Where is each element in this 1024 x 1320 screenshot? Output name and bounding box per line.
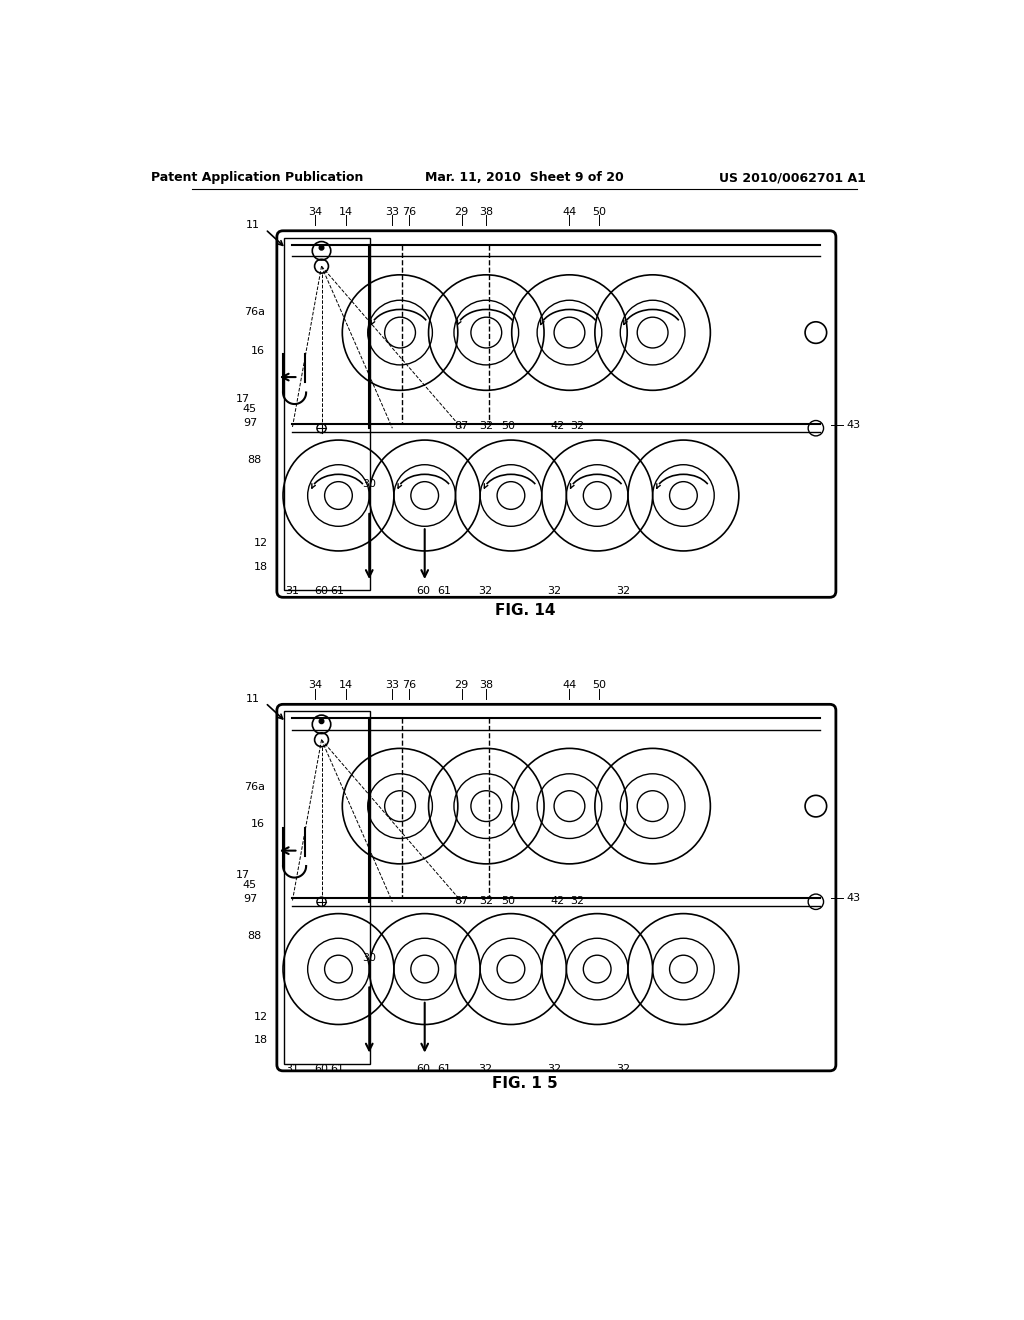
Text: 42: 42 (551, 421, 565, 432)
Text: 43: 43 (847, 894, 861, 903)
Text: 60: 60 (314, 586, 329, 597)
Text: US 2010/0062701 A1: US 2010/0062701 A1 (719, 172, 866, 185)
Text: 30: 30 (362, 479, 376, 488)
Bar (284, 238, 370, 590)
Text: 12: 12 (254, 539, 267, 548)
Text: 42: 42 (551, 896, 565, 907)
Text: 38: 38 (479, 680, 494, 690)
Text: 33: 33 (385, 206, 399, 216)
Text: 29: 29 (455, 680, 469, 690)
Text: 18: 18 (254, 561, 267, 572)
Text: 32: 32 (478, 586, 492, 597)
Text: FIG. 1 5: FIG. 1 5 (492, 1076, 558, 1092)
Text: 31: 31 (286, 586, 299, 597)
Text: 76: 76 (402, 680, 417, 690)
Text: 32: 32 (478, 1064, 492, 1073)
Text: 29: 29 (455, 206, 469, 216)
Text: 45: 45 (242, 404, 256, 414)
Text: 14: 14 (339, 680, 353, 690)
Bar (284, 711, 370, 1064)
Text: 76: 76 (402, 206, 417, 216)
Text: 32: 32 (547, 1064, 561, 1073)
Text: Mar. 11, 2010  Sheet 9 of 20: Mar. 11, 2010 Sheet 9 of 20 (425, 172, 625, 185)
Text: 60: 60 (416, 1064, 430, 1073)
Text: 11: 11 (246, 694, 260, 704)
Text: 76a: 76a (245, 783, 265, 792)
Text: 87: 87 (455, 421, 469, 432)
Text: 32: 32 (570, 421, 585, 432)
Text: 87: 87 (455, 896, 469, 907)
Text: 34: 34 (308, 206, 323, 216)
Text: 61: 61 (437, 1064, 452, 1073)
Text: 50: 50 (592, 680, 606, 690)
Text: 44: 44 (562, 206, 577, 216)
Text: 50: 50 (501, 421, 515, 432)
Text: 17: 17 (236, 870, 250, 879)
Text: 97: 97 (244, 418, 258, 428)
Text: 14: 14 (339, 206, 353, 216)
Text: 11: 11 (246, 220, 260, 231)
Text: 38: 38 (479, 206, 494, 216)
Text: 16: 16 (251, 820, 265, 829)
Text: 32: 32 (616, 1064, 631, 1073)
Circle shape (319, 246, 324, 249)
Text: 61: 61 (330, 586, 344, 597)
Text: 60: 60 (416, 586, 430, 597)
Text: 17: 17 (236, 393, 250, 404)
Text: 32: 32 (616, 586, 631, 597)
Circle shape (319, 719, 324, 723)
Text: 12: 12 (254, 1012, 267, 1022)
Text: 61: 61 (437, 586, 452, 597)
Text: 43: 43 (847, 420, 861, 430)
Text: 32: 32 (479, 421, 494, 432)
Text: 60: 60 (314, 1064, 329, 1073)
Text: 44: 44 (562, 680, 577, 690)
Text: 32: 32 (547, 586, 561, 597)
Text: 32: 32 (570, 896, 585, 907)
Text: 34: 34 (308, 680, 323, 690)
Text: 16: 16 (251, 346, 265, 356)
Text: 18: 18 (254, 1035, 267, 1045)
Text: 33: 33 (385, 680, 399, 690)
Text: 45: 45 (242, 880, 256, 890)
Text: 50: 50 (501, 896, 515, 907)
Text: Patent Application Publication: Patent Application Publication (152, 172, 364, 185)
Text: 50: 50 (592, 206, 606, 216)
Text: FIG. 14: FIG. 14 (495, 603, 555, 618)
Text: 88: 88 (247, 455, 261, 465)
Text: 97: 97 (244, 894, 258, 904)
Text: 76a: 76a (245, 308, 265, 317)
Text: 88: 88 (247, 931, 261, 941)
Text: 61: 61 (330, 1064, 344, 1073)
Text: 32: 32 (479, 896, 494, 907)
Text: 30: 30 (362, 953, 376, 962)
Text: 31: 31 (286, 1064, 299, 1073)
